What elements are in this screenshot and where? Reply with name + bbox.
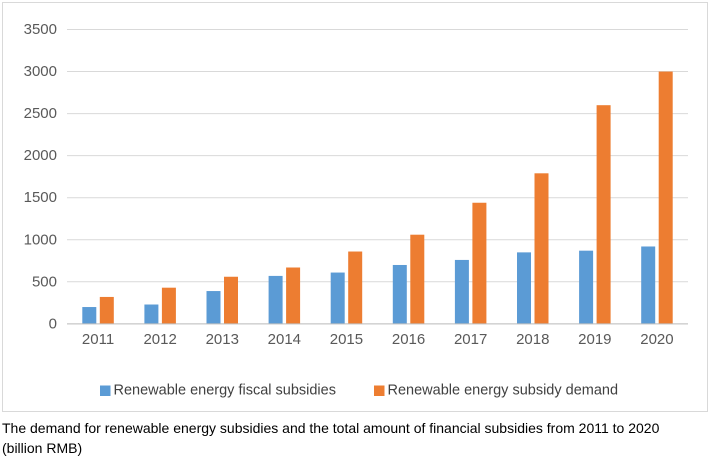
svg-text:0: 0 [49,315,57,332]
svg-text:3000: 3000 [24,63,57,80]
svg-text:2500: 2500 [24,105,57,122]
svg-text:Renewable energy subsidy deman: Renewable energy subsidy demand [388,383,619,399]
svg-text:2011: 2011 [82,331,114,348]
svg-text:2019: 2019 [578,331,611,348]
svg-text:Renewable energy fiscal subsid: Renewable energy fiscal subsidies [114,383,336,399]
svg-text:2014: 2014 [268,331,301,348]
svg-text:2015: 2015 [330,331,363,348]
svg-text:2013: 2013 [206,331,239,348]
svg-text:2000: 2000 [24,147,57,164]
svg-text:1500: 1500 [24,189,57,206]
svg-text:1000: 1000 [24,231,57,248]
svg-text:2018: 2018 [516,331,549,348]
svg-text:500: 500 [32,273,57,290]
svg-text:2020: 2020 [640,331,673,348]
svg-text:2017: 2017 [454,331,487,348]
svg-text:2016: 2016 [392,331,425,348]
svg-text:2012: 2012 [143,331,176,348]
svg-text:3500: 3500 [24,21,57,38]
